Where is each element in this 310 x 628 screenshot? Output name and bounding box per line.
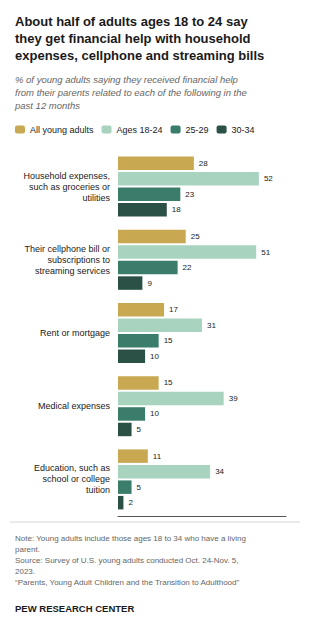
- svg-text:utilities: utilities: [82, 193, 110, 203]
- svg-text:tuition: tuition: [86, 485, 110, 495]
- svg-text:from their parents related to: from their parents related to each of th…: [15, 87, 247, 98]
- svg-text:Source: Survey of U.S. young a: Source: Survey of U.S. young adults cond…: [15, 556, 239, 565]
- svg-text:52: 52: [264, 174, 273, 183]
- svg-text:15: 15: [164, 378, 173, 387]
- svg-text:23: 23: [185, 190, 194, 199]
- svg-text:Their cellphone bill or: Their cellphone bill or: [24, 244, 110, 254]
- svg-text:5: 5: [137, 483, 142, 492]
- svg-text:34: 34: [215, 467, 224, 476]
- svg-text:such as groceries or: such as groceries or: [29, 182, 110, 192]
- svg-text:5: 5: [137, 425, 142, 434]
- svg-text:2: 2: [128, 498, 133, 507]
- svg-text:school or college: school or college: [42, 474, 110, 484]
- svg-text:Education, such as: Education, such as: [34, 463, 111, 473]
- svg-text:Medical expenses: Medical expenses: [38, 401, 111, 411]
- svg-text:Ages 18-24: Ages 18-24: [117, 125, 163, 135]
- svg-text:subscriptions to: subscriptions to: [47, 255, 110, 265]
- svg-text:streaming services: streaming services: [35, 266, 111, 276]
- svg-text:39: 39: [229, 394, 238, 403]
- svg-text:17: 17: [169, 305, 178, 314]
- svg-text:9: 9: [147, 279, 152, 288]
- svg-text:they get financial help with h: they get financial help with household: [15, 31, 251, 46]
- svg-text:10: 10: [150, 409, 159, 418]
- svg-text:10: 10: [150, 352, 159, 361]
- svg-text:2023.: 2023.: [15, 567, 35, 576]
- svg-text:22: 22: [183, 263, 192, 272]
- svg-text:28: 28: [199, 159, 208, 168]
- svg-text:11: 11: [153, 452, 162, 461]
- svg-text:% of young adults saying they: % of young adults saying they received f…: [15, 74, 238, 85]
- svg-text:expenses, cellphone and stream: expenses, cellphone and streaming bills: [15, 48, 264, 63]
- svg-text:31: 31: [207, 321, 216, 330]
- svg-text:Note: Young adults include tho: Note: Young adults include those ages 18…: [15, 534, 246, 543]
- svg-text:About half of adults ages 18 t: About half of adults ages 18 to 24 say: [15, 14, 248, 29]
- svg-text:Rent or mortgage: Rent or mortgage: [40, 328, 110, 338]
- svg-text:“Parents, Young Adult Children: “Parents, Young Adult Children and the T…: [15, 578, 239, 587]
- svg-text:51: 51: [261, 248, 270, 257]
- svg-text:parent.: parent.: [15, 545, 40, 554]
- svg-text:15: 15: [164, 336, 173, 345]
- svg-text:Household expenses,: Household expenses,: [23, 171, 110, 181]
- svg-text:All young adults: All young adults: [30, 125, 94, 135]
- svg-text:PEW RESEARCH CENTER: PEW RESEARCH CENTER: [15, 603, 134, 614]
- svg-text:25-29: 25-29: [186, 125, 209, 135]
- svg-text:past 12 months: past 12 months: [14, 100, 80, 111]
- svg-text:30-34: 30-34: [232, 125, 255, 135]
- svg-text:25: 25: [191, 232, 200, 241]
- svg-text:18: 18: [172, 205, 181, 214]
